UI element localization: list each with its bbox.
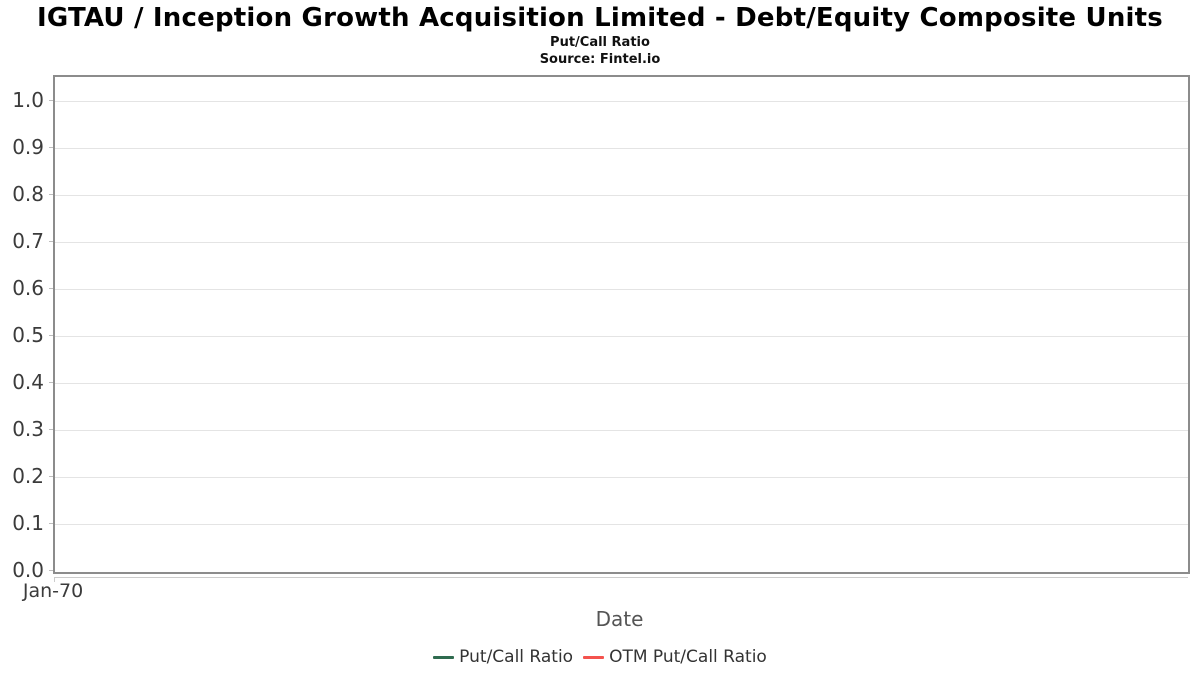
y-axis-tick-label: 0.5 <box>12 323 44 347</box>
gridline <box>55 383 1188 384</box>
gridline <box>55 148 1188 149</box>
x-axis-title: Date <box>595 607 644 631</box>
y-axis-tick-icon <box>49 100 53 101</box>
legend-item[interactable]: OTM Put/Call Ratio <box>583 647 767 667</box>
gridline <box>55 336 1188 337</box>
gridline <box>55 524 1188 525</box>
gridline <box>55 430 1188 431</box>
y-axis-tick-label: 0.1 <box>12 511 44 535</box>
x-axis-tick-label: Jan-70 <box>22 580 84 602</box>
y-axis-tick-label: 0.8 <box>12 182 44 206</box>
y-axis-tick-label: 0.2 <box>12 464 44 488</box>
y-axis-tick-icon <box>49 288 53 289</box>
legend-line-icon <box>583 655 605 659</box>
y-axis-tick-label: 0.6 <box>12 276 44 300</box>
legend-item[interactable]: Put/Call Ratio <box>433 647 573 667</box>
legend-line-icon <box>433 655 455 659</box>
y-axis-tick-icon <box>49 335 53 336</box>
x-axis-tick-icon <box>54 577 55 582</box>
y-axis-tick-icon <box>49 570 53 571</box>
gridline <box>55 289 1188 290</box>
y-axis-tick-label: 0.3 <box>12 417 44 441</box>
y-axis-tick-label: 0.4 <box>12 370 44 394</box>
y-axis-tick-icon <box>49 429 53 430</box>
gridline <box>55 477 1188 478</box>
chart-source: Source: Fintel.io <box>539 52 661 67</box>
legend-item-label: OTM Put/Call Ratio <box>609 647 767 667</box>
legend: Put/Call Ratio OTM Put/Call Ratio <box>0 647 1200 667</box>
gridline <box>55 101 1188 102</box>
y-axis-tick-icon <box>49 476 53 477</box>
y-axis-tick-icon <box>49 241 53 242</box>
x-axis-line <box>54 577 1188 578</box>
chart-title: IGTAU / Inception Growth Acquisition Lim… <box>37 3 1163 33</box>
plot-area <box>53 75 1190 574</box>
y-axis-tick-label: 1.0 <box>12 88 44 112</box>
y-axis-tick-label: 0.0 <box>12 558 44 582</box>
y-axis-tick-label: 0.9 <box>12 135 44 159</box>
y-axis-tick-label: 0.7 <box>12 229 44 253</box>
y-axis-tick-icon <box>49 523 53 524</box>
chart-subtitle: Put/Call Ratio <box>550 35 650 50</box>
y-axis-tick-icon <box>49 194 53 195</box>
y-axis-tick-icon <box>49 382 53 383</box>
y-axis-tick-icon <box>49 147 53 148</box>
legend-item-label: Put/Call Ratio <box>459 647 574 667</box>
gridline <box>55 195 1188 196</box>
gridline <box>55 242 1188 243</box>
